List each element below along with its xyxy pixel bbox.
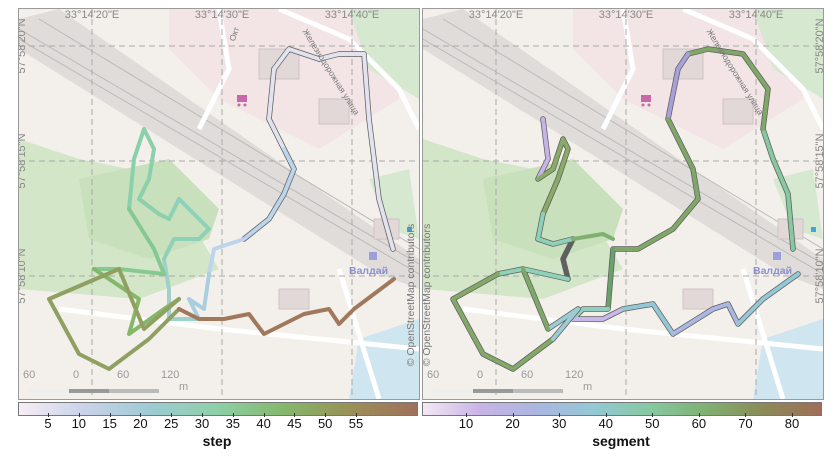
colorbar-tick-label: 50 [317,416,333,431]
scale-tick: 60 [521,369,534,381]
colorbar-tick-label: 25 [163,416,179,431]
colorbar-tick-label: 15 [102,416,117,431]
shopping-cart-icon [237,95,247,107]
colorbar-tick-label: 70 [738,416,753,431]
shopping-cart-icon [641,95,651,107]
colorbar-tick-mark [294,413,296,417]
scale-tick: 0 [73,369,80,381]
colorbar-tick-mark [356,413,357,417]
scale-tick: 120 [161,369,180,381]
colorbar-tick-mark [202,413,203,417]
lon-label-3: 33°14'40"E [324,9,380,21]
lat-label-2: 57°58'15"N [814,133,824,189]
basemap [19,9,419,399]
colorbar-tick-label: 80 [784,416,800,431]
basemap [423,9,823,399]
colorbar-tick-label: 20 [133,416,148,431]
scale-tick: 60 [117,369,130,381]
colorbar-tick-label: 10 [71,416,87,431]
lat-label-2: 57°58'15"N [18,133,28,189]
scale-tick: 0 [477,369,484,381]
scale-tick: 60 [427,369,440,381]
railway-station-icon [369,252,377,260]
lon-label-2: 33°14'30"E [598,9,654,21]
colorbar-tick-mark [605,413,607,417]
scale-labels: 60 0 60 120 m [19,369,189,399]
colorbar-tick-mark [78,413,80,417]
map-panel-step[interactable]: 33°14'20"E 33°14'30"E 33°14'40"E 57°58'2… [18,8,420,400]
colorbar-tick-label: 55 [348,416,364,431]
colorbar-tick-label: 30 [194,416,210,431]
colorbar-tick-label: 50 [645,416,660,431]
colorbar-step-title: step [202,433,232,449]
colorbar-tick-label: 60 [691,416,707,431]
place-label: Валдай [349,265,389,277]
colorbar-tick-label: 5 [44,416,52,431]
scale-labels: 60 0 60 120 m [423,369,593,399]
colorbar-tick-mark [171,413,173,417]
lon-label-1: 33°14'20"E [64,9,120,21]
lat-label-3: 57°58'10"N [814,248,824,304]
lat-label-1: 57°58'20"N [814,18,824,74]
colorbar-tick-label: 40 [598,416,613,431]
colorbar-tick-label: 30 [551,416,567,431]
lon-label-2: 33°14'30"E [194,9,250,21]
colorbar-step [18,402,418,416]
attribution[interactable]: © OpenStreetMap contributors [405,223,417,367]
colorbar-segment [422,402,822,416]
colorbar-tick-mark [698,413,700,417]
map-panel-segment[interactable]: 33°14'20"E 33°14'30"E 33°14'40"E 57°58'2… [422,8,824,400]
colorbar-tick-label: 10 [458,416,474,431]
colorbar-tick-label: 35 [225,416,241,431]
lat-label-1: 57°58'20"N [18,18,28,74]
colorbar-tick-mark [109,413,111,417]
colorbar-tick-mark [512,413,514,417]
railway-station-icon [773,252,781,260]
colorbar-tick-mark [232,413,234,417]
colorbar-tick-mark [325,413,327,417]
place-label: Валдай [753,265,793,277]
colorbar-tick-mark [559,413,561,417]
colorbar-tick-label: 45 [287,416,302,431]
track-segment [450,46,801,372]
colorbar-tick-mark [652,413,654,417]
scale-unit: m [583,381,593,393]
lon-label-1: 33°14'20"E [468,9,524,21]
lat-label-3: 57°58'10"N [18,248,28,304]
colorbar-tick-mark [466,413,467,417]
scale-bar [29,389,159,393]
colorbar-tick-mark [263,413,265,417]
colorbar-tick-mark [792,413,793,417]
scale-unit: m [179,381,189,393]
scale-bar [433,389,563,393]
colorbar-segment-title: segment [592,433,650,449]
colorbar-tick-label: 40 [256,416,271,431]
attribution[interactable]: © OpenStreetMap contributors [422,223,433,367]
track-step [47,46,396,371]
colorbar-tick-mark [745,413,747,417]
scale-tick: 60 [23,369,36,381]
colorbar-tick-mark [140,413,142,417]
colorbar-tick-label: 20 [505,416,520,431]
colorbar-tick-mark [48,413,49,417]
scale-tick: 120 [565,369,584,381]
lon-label-3: 33°14'40"E [728,9,784,21]
